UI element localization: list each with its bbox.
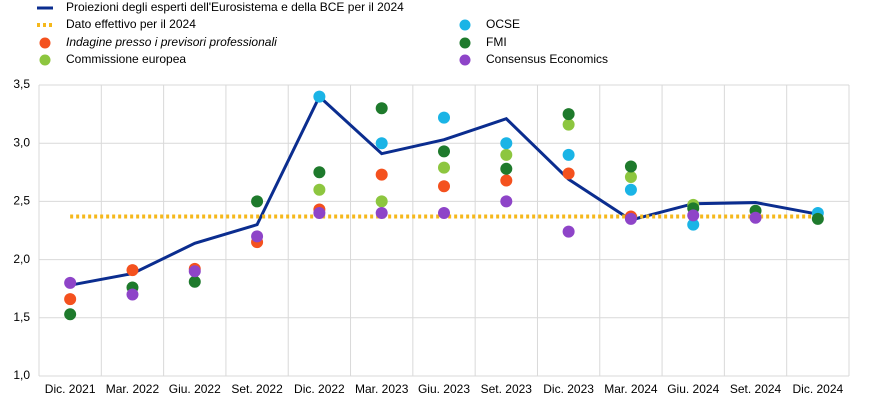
forecast-dot bbox=[313, 90, 326, 103]
forecast-dot bbox=[375, 207, 388, 220]
forecast-dot bbox=[438, 207, 450, 220]
x-tick-label: Dic. 2023 bbox=[543, 382, 594, 396]
forecast-dot bbox=[313, 207, 326, 220]
forecast-dot bbox=[64, 293, 77, 306]
forecast-dot bbox=[562, 167, 575, 180]
forecast-dot bbox=[624, 183, 637, 196]
forecast-dot bbox=[313, 183, 326, 196]
forecast-dot bbox=[438, 161, 450, 174]
y-tick-label: 3,5 bbox=[13, 77, 30, 91]
forecast-dot bbox=[438, 111, 450, 124]
x-tick-label: Dic. 2021 bbox=[45, 382, 96, 396]
forecast-dot bbox=[375, 195, 388, 208]
forecast-dot bbox=[126, 264, 139, 277]
y-tick-label: 2,0 bbox=[13, 252, 30, 266]
forecast-dot bbox=[562, 108, 575, 121]
legend-marker bbox=[459, 54, 471, 66]
forecast-dot bbox=[375, 102, 388, 115]
x-tick-label: Set. 2022 bbox=[231, 382, 283, 396]
x-tick-label: Giu. 2024 bbox=[667, 382, 719, 396]
legend-label: Commissione europea bbox=[66, 52, 186, 66]
legend-label: Indagine presso i previsori professional… bbox=[66, 35, 277, 49]
forecast-dot bbox=[562, 225, 575, 238]
forecast-dot bbox=[438, 180, 450, 193]
legend-label: Dato effettivo per il 2024 bbox=[66, 17, 196, 31]
forecast-dot bbox=[251, 230, 264, 243]
y-tick-label: 3,0 bbox=[13, 135, 30, 149]
forecast-dot bbox=[64, 276, 77, 289]
forecast-dot bbox=[749, 211, 762, 224]
x-tick-label: Mar. 2022 bbox=[106, 382, 160, 396]
legend-marker bbox=[39, 54, 51, 66]
forecast-dot bbox=[188, 265, 201, 278]
forecast-dot bbox=[624, 160, 637, 173]
x-tick-label: Giu. 2022 bbox=[169, 382, 221, 396]
forecast-dot bbox=[500, 137, 513, 150]
forecast-dot bbox=[500, 174, 513, 187]
forecast-dot bbox=[562, 118, 575, 131]
y-tick-label: 1,0 bbox=[13, 368, 30, 382]
x-tick-label: Dic. 2024 bbox=[792, 382, 843, 396]
forecast-dot bbox=[375, 137, 388, 150]
legend-label: Proiezioni degli esperti dell'Eurosistem… bbox=[66, 0, 404, 14]
legend-label: OCSE bbox=[486, 17, 520, 31]
x-tick-label: Mar. 2023 bbox=[355, 382, 409, 396]
forecast-dot bbox=[313, 166, 326, 179]
x-tick-label: Giu. 2023 bbox=[418, 382, 470, 396]
x-tick-label: Set. 2023 bbox=[481, 382, 533, 396]
forecast-dot bbox=[500, 162, 513, 175]
forecast-dot bbox=[64, 308, 77, 321]
forecast-dot bbox=[562, 148, 575, 161]
forecast-dot bbox=[375, 168, 388, 181]
forecast-dot bbox=[687, 218, 700, 231]
legend-label: Consensus Economics bbox=[486, 52, 608, 66]
legend-marker bbox=[459, 19, 471, 31]
forecast-dot bbox=[500, 195, 513, 208]
forecast-dot bbox=[251, 195, 264, 208]
forecast-dot bbox=[624, 212, 637, 225]
forecast-dot bbox=[624, 170, 637, 183]
forecast-dot bbox=[687, 209, 700, 222]
legend-label: FMI bbox=[486, 35, 507, 49]
legend-marker bbox=[39, 37, 51, 49]
x-tick-label: Mar. 2024 bbox=[604, 382, 658, 396]
legend-marker bbox=[459, 37, 471, 49]
forecast-dot bbox=[438, 145, 450, 158]
y-tick-label: 1,5 bbox=[13, 310, 30, 324]
x-tick-label: Set. 2024 bbox=[730, 382, 782, 396]
forecast-dot bbox=[188, 275, 201, 288]
y-tick-label: 2,5 bbox=[13, 194, 30, 208]
forecast-dot bbox=[811, 212, 824, 225]
forecast-dot bbox=[500, 148, 513, 161]
forecast-dot bbox=[126, 288, 139, 301]
x-tick-label: Dic. 2022 bbox=[294, 382, 345, 396]
